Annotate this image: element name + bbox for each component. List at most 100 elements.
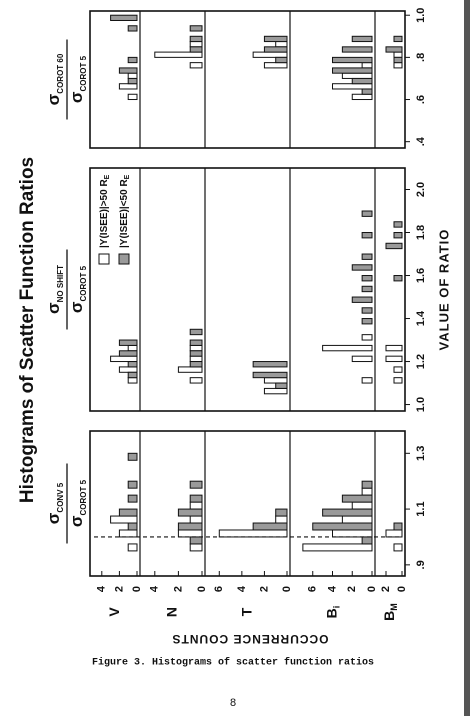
legend-label: |Y(ISEE)|>50 RE [99,174,111,248]
histogram-bar [351,355,373,363]
page-number: 8 [230,698,237,710]
histogram-bar [127,543,138,552]
histogram-bar [189,361,203,368]
histogram-bar [361,285,373,293]
legend-label: |Y(ISEE)|<50 RE [119,174,131,248]
histogram-bar [189,377,203,384]
histogram-bar [252,371,288,379]
histogram-bar [393,366,403,373]
histogram-bar [118,67,138,74]
histogram-bar [189,536,203,545]
histogram-bar [118,366,138,373]
histogram-bar [127,361,138,368]
x-tick-label: 1.4 [415,310,427,326]
row-label: BM [381,603,400,621]
histogram-bar [263,387,288,395]
histogram-bar [341,494,373,503]
histogram-bar [275,515,288,524]
y-tick-label: 0 [281,586,293,592]
histogram-bar [127,452,138,461]
histogram-bar [189,25,203,32]
y-tick-label: 6 [213,586,225,592]
histogram-bar [393,51,403,58]
panel-frame [89,10,406,149]
y-tick-label: 6 [307,586,319,592]
histogram-bar [177,366,203,373]
histogram-bar [361,318,373,325]
histogram-bar [322,508,373,517]
histogram-bar [127,72,138,79]
histogram-bar [385,242,403,250]
histogram-bar [177,529,203,538]
histogram-bar [351,501,373,510]
legend-name: |Y(ISEE)|<50 R [119,179,130,248]
histogram-bar [351,93,373,101]
x-tick-label: .8 [415,53,427,62]
histogram-bar [341,72,373,79]
row-label: Bi [323,606,342,619]
ratio-numerator-symbol: σ [44,512,63,524]
ratio-denominator: σCOROT 5 [67,55,88,103]
histogram-bar [177,522,203,531]
ratio-denominator-subscript: COROT 5 [79,55,88,91]
ratio-denominator: σCOROT 5 [67,265,88,313]
ratio-numerator-symbol: σ [44,302,63,314]
histogram-bar [118,83,138,90]
legend-name: |Y(ISEE)|>50 R [99,179,110,248]
x-tick-label: 1.2 [415,354,427,369]
histogram-bar [361,275,373,282]
y-tick-label: 2 [380,586,392,592]
histogram-bar [118,529,138,538]
histogram-bar [127,344,138,352]
row-label-subscript: i [332,606,342,609]
histogram-bar [189,350,203,357]
legend-subscript: E [104,174,111,179]
histogram-bar [127,93,138,101]
ratio-denominator-subscript: COROT 5 [79,479,88,515]
histogram-bar [341,46,373,53]
histogram-bar [322,344,373,352]
row-label-symbol: T [238,607,254,616]
histogram-bar [361,307,373,314]
histogram-bar [189,480,203,489]
histogram-bar [127,494,138,503]
histogram-bar [189,515,203,524]
ratio-numerator: σCOROT 60 [44,53,65,105]
row-label: T [238,607,254,616]
y-tick-label: 0 [196,586,208,592]
histogram-bar [118,339,138,346]
histogram-bar [393,543,403,552]
histogram-bar [332,83,373,90]
ratio-denominator: σCOROT 5 [67,479,88,527]
histogram-bar [393,275,403,282]
histogram-bar [189,62,203,69]
histogram-bar [361,487,373,496]
panel-frame [89,167,406,412]
histogram-bar [361,88,373,95]
ratio-numerator-subscript: CONV 5 [56,482,65,512]
histogram-bar [393,221,403,228]
histogram-bar [189,328,203,336]
y-tick-label: 2 [113,586,125,592]
histogram-bar [275,382,288,389]
histogram-bar [393,56,403,64]
rotated-figure: Histograms of Scatter Function Ratios OCC… [17,8,451,646]
panel-frame [89,430,406,577]
row-label-symbol: V [106,607,122,617]
x-tick-label: .6 [415,95,427,104]
ratio-numerator: σNO SHIFT [44,265,65,314]
histogram-bar [263,377,288,384]
histogram-bar [127,56,138,64]
row-label: V [106,607,122,617]
histogram-bar [351,77,373,85]
legend-swatch [118,253,130,265]
histogram-bar [393,232,403,239]
x-tick-label: 1.1 [415,501,427,516]
histogram-bar [385,46,403,53]
row-label-symbol: B [323,608,339,618]
histogram-bar [393,377,403,384]
ratio-numerator-subscript: COROT 60 [56,53,65,94]
histogram-bar [361,536,373,545]
